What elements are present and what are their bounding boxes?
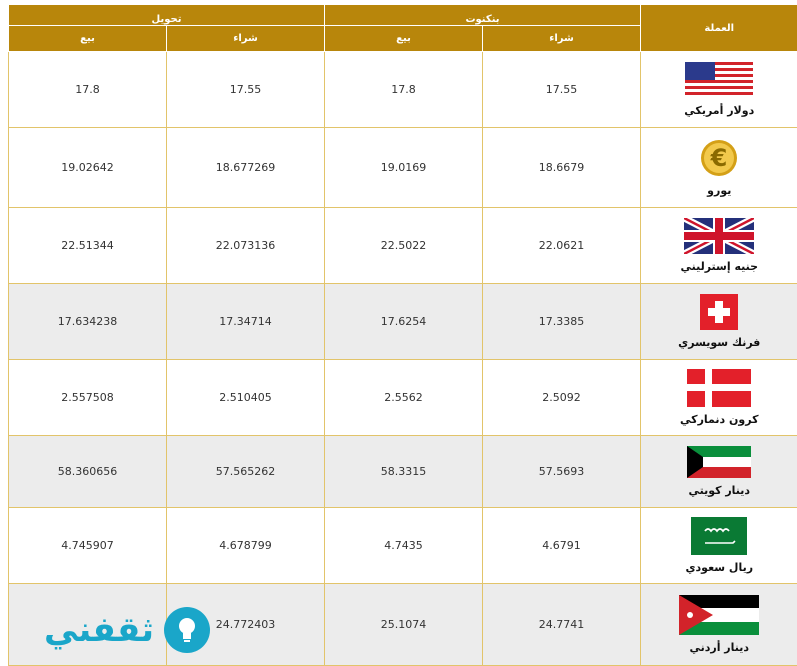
currency-cell: جنيه إسترليني xyxy=(640,207,797,284)
banknote-sell-cell: 25.1074 xyxy=(324,583,483,666)
banknote-sell-cell: 22.5022 xyxy=(324,207,483,284)
transfer-buy-cell: 4.678799 xyxy=(166,507,325,584)
uk-flag-icon xyxy=(684,218,755,254)
transfer-group-header: تحويل xyxy=(8,5,325,26)
table-row: كرون دنماركي 2.5092 2.5562 2.510405 2.55… xyxy=(8,359,797,436)
banknote-buy-header: شراء xyxy=(482,25,641,52)
currency-cell: ريال سعودي xyxy=(640,507,797,584)
currency-name: دولار أمريكي xyxy=(684,104,755,117)
transfer-sell-cell: 19.02642 xyxy=(8,127,167,208)
lightbulb-icon xyxy=(164,607,210,653)
transfer-buy-cell: 57.565262 xyxy=(166,435,325,508)
currency-name: كرون دنماركي xyxy=(680,413,759,426)
currency-name: جنيه إسترليني xyxy=(680,260,759,273)
table-row: دينار أردني 24.7741 25.1074 24.772403 xyxy=(8,583,797,666)
banknote-buy-cell: 17.3385 xyxy=(482,283,641,360)
table-row: € يورو 18.6679 19.0169 18.677269 19.0264… xyxy=(8,127,797,208)
transfer-sell-cell: 17.8 xyxy=(8,51,167,128)
us-flag-icon xyxy=(685,62,754,98)
transfer-sell-cell: 4.745907 xyxy=(8,507,167,584)
table-row: دولار أمريكي 17.55 17.8 17.55 17.8 xyxy=(8,51,797,128)
currency-name: دينار كويتي xyxy=(688,484,751,497)
banknote-buy-cell: 4.6791 xyxy=(482,507,641,584)
currency-header: العملة xyxy=(640,5,797,52)
jordan-flag-icon xyxy=(679,595,760,635)
currency-name: دينار أردني xyxy=(689,641,750,654)
transfer-buy-cell: 22.073136 xyxy=(166,207,325,284)
currency-cell: € يورو xyxy=(640,127,797,208)
transfer-sell-header: بيع xyxy=(8,25,167,52)
logo-text: ثقفني xyxy=(44,610,154,650)
transfer-buy-cell: 17.55 xyxy=(166,51,325,128)
transfer-sell-cell: 2.557508 xyxy=(8,359,167,436)
banknote-buy-cell: 17.55 xyxy=(482,51,641,128)
swiss-flag-icon xyxy=(700,294,739,330)
banknote-sell-cell: 2.5562 xyxy=(324,359,483,436)
banknote-sell-header: بيع xyxy=(324,25,483,52)
transfer-sell-cell: 22.51344 xyxy=(8,207,167,284)
banknote-buy-cell: 22.0621 xyxy=(482,207,641,284)
banknote-sell-cell: 4.7435 xyxy=(324,507,483,584)
table-row: فرنك سويسري 17.3385 17.6254 17.34714 17.… xyxy=(8,283,797,360)
currency-name: فرنك سويسري xyxy=(678,336,761,349)
saudi-flag-icon xyxy=(691,517,748,555)
banknote-group-header: بنكنوت xyxy=(324,5,641,26)
banknote-sell-cell: 17.6254 xyxy=(324,283,483,360)
exchange-rates-panel: العملة بنكنوت تحويل شراء بيع شراء بيع xyxy=(8,5,797,666)
currency-name: ريال سعودي xyxy=(685,561,754,574)
banknote-sell-cell: 19.0169 xyxy=(324,127,483,208)
kuwait-flag-icon xyxy=(687,446,752,478)
denmark-flag-icon xyxy=(687,369,752,407)
currency-cell: دينار كويتي xyxy=(640,435,797,508)
banknote-buy-cell: 18.6679 xyxy=(482,127,641,208)
transfer-buy-cell: 18.677269 xyxy=(166,127,325,208)
banknote-sell-cell: 17.8 xyxy=(324,51,483,128)
table-row: ريال سعودي 4.6791 4.7435 4.678799 4.7459… xyxy=(8,507,797,584)
currency-cell: كرون دنماركي xyxy=(640,359,797,436)
table-row: جنيه إسترليني 22.0621 22.5022 22.073136 … xyxy=(8,207,797,284)
transfer-sell-cell xyxy=(8,583,167,666)
transfer-buy-header: شراء xyxy=(166,25,325,52)
banknote-buy-cell: 24.7741 xyxy=(482,583,641,666)
transfer-buy-cell: 2.510405 xyxy=(166,359,325,436)
transfer-sell-cell: 17.634238 xyxy=(8,283,167,360)
currency-cell: دولار أمريكي xyxy=(640,51,797,128)
transfer-sell-cell: 58.360656 xyxy=(8,435,167,508)
transfer-buy-cell: 17.34714 xyxy=(166,283,325,360)
currency-cell: فرنك سويسري xyxy=(640,283,797,360)
currency-cell: دينار أردني xyxy=(640,583,797,666)
table-row: دينار كويتي 57.5693 58.3315 57.565262 58… xyxy=(8,435,797,508)
banknote-sell-cell: 58.3315 xyxy=(324,435,483,508)
euro-sign-icon: € xyxy=(701,140,738,176)
currency-name: يورو xyxy=(707,184,732,197)
svg-text:€: € xyxy=(710,144,728,172)
banknote-buy-cell: 57.5693 xyxy=(482,435,641,508)
site-logo-watermark: ثقفني xyxy=(10,600,210,660)
exchange-rates-table: العملة بنكنوت تحويل شراء بيع شراء بيع xyxy=(8,5,797,666)
banknote-buy-cell: 2.5092 xyxy=(482,359,641,436)
